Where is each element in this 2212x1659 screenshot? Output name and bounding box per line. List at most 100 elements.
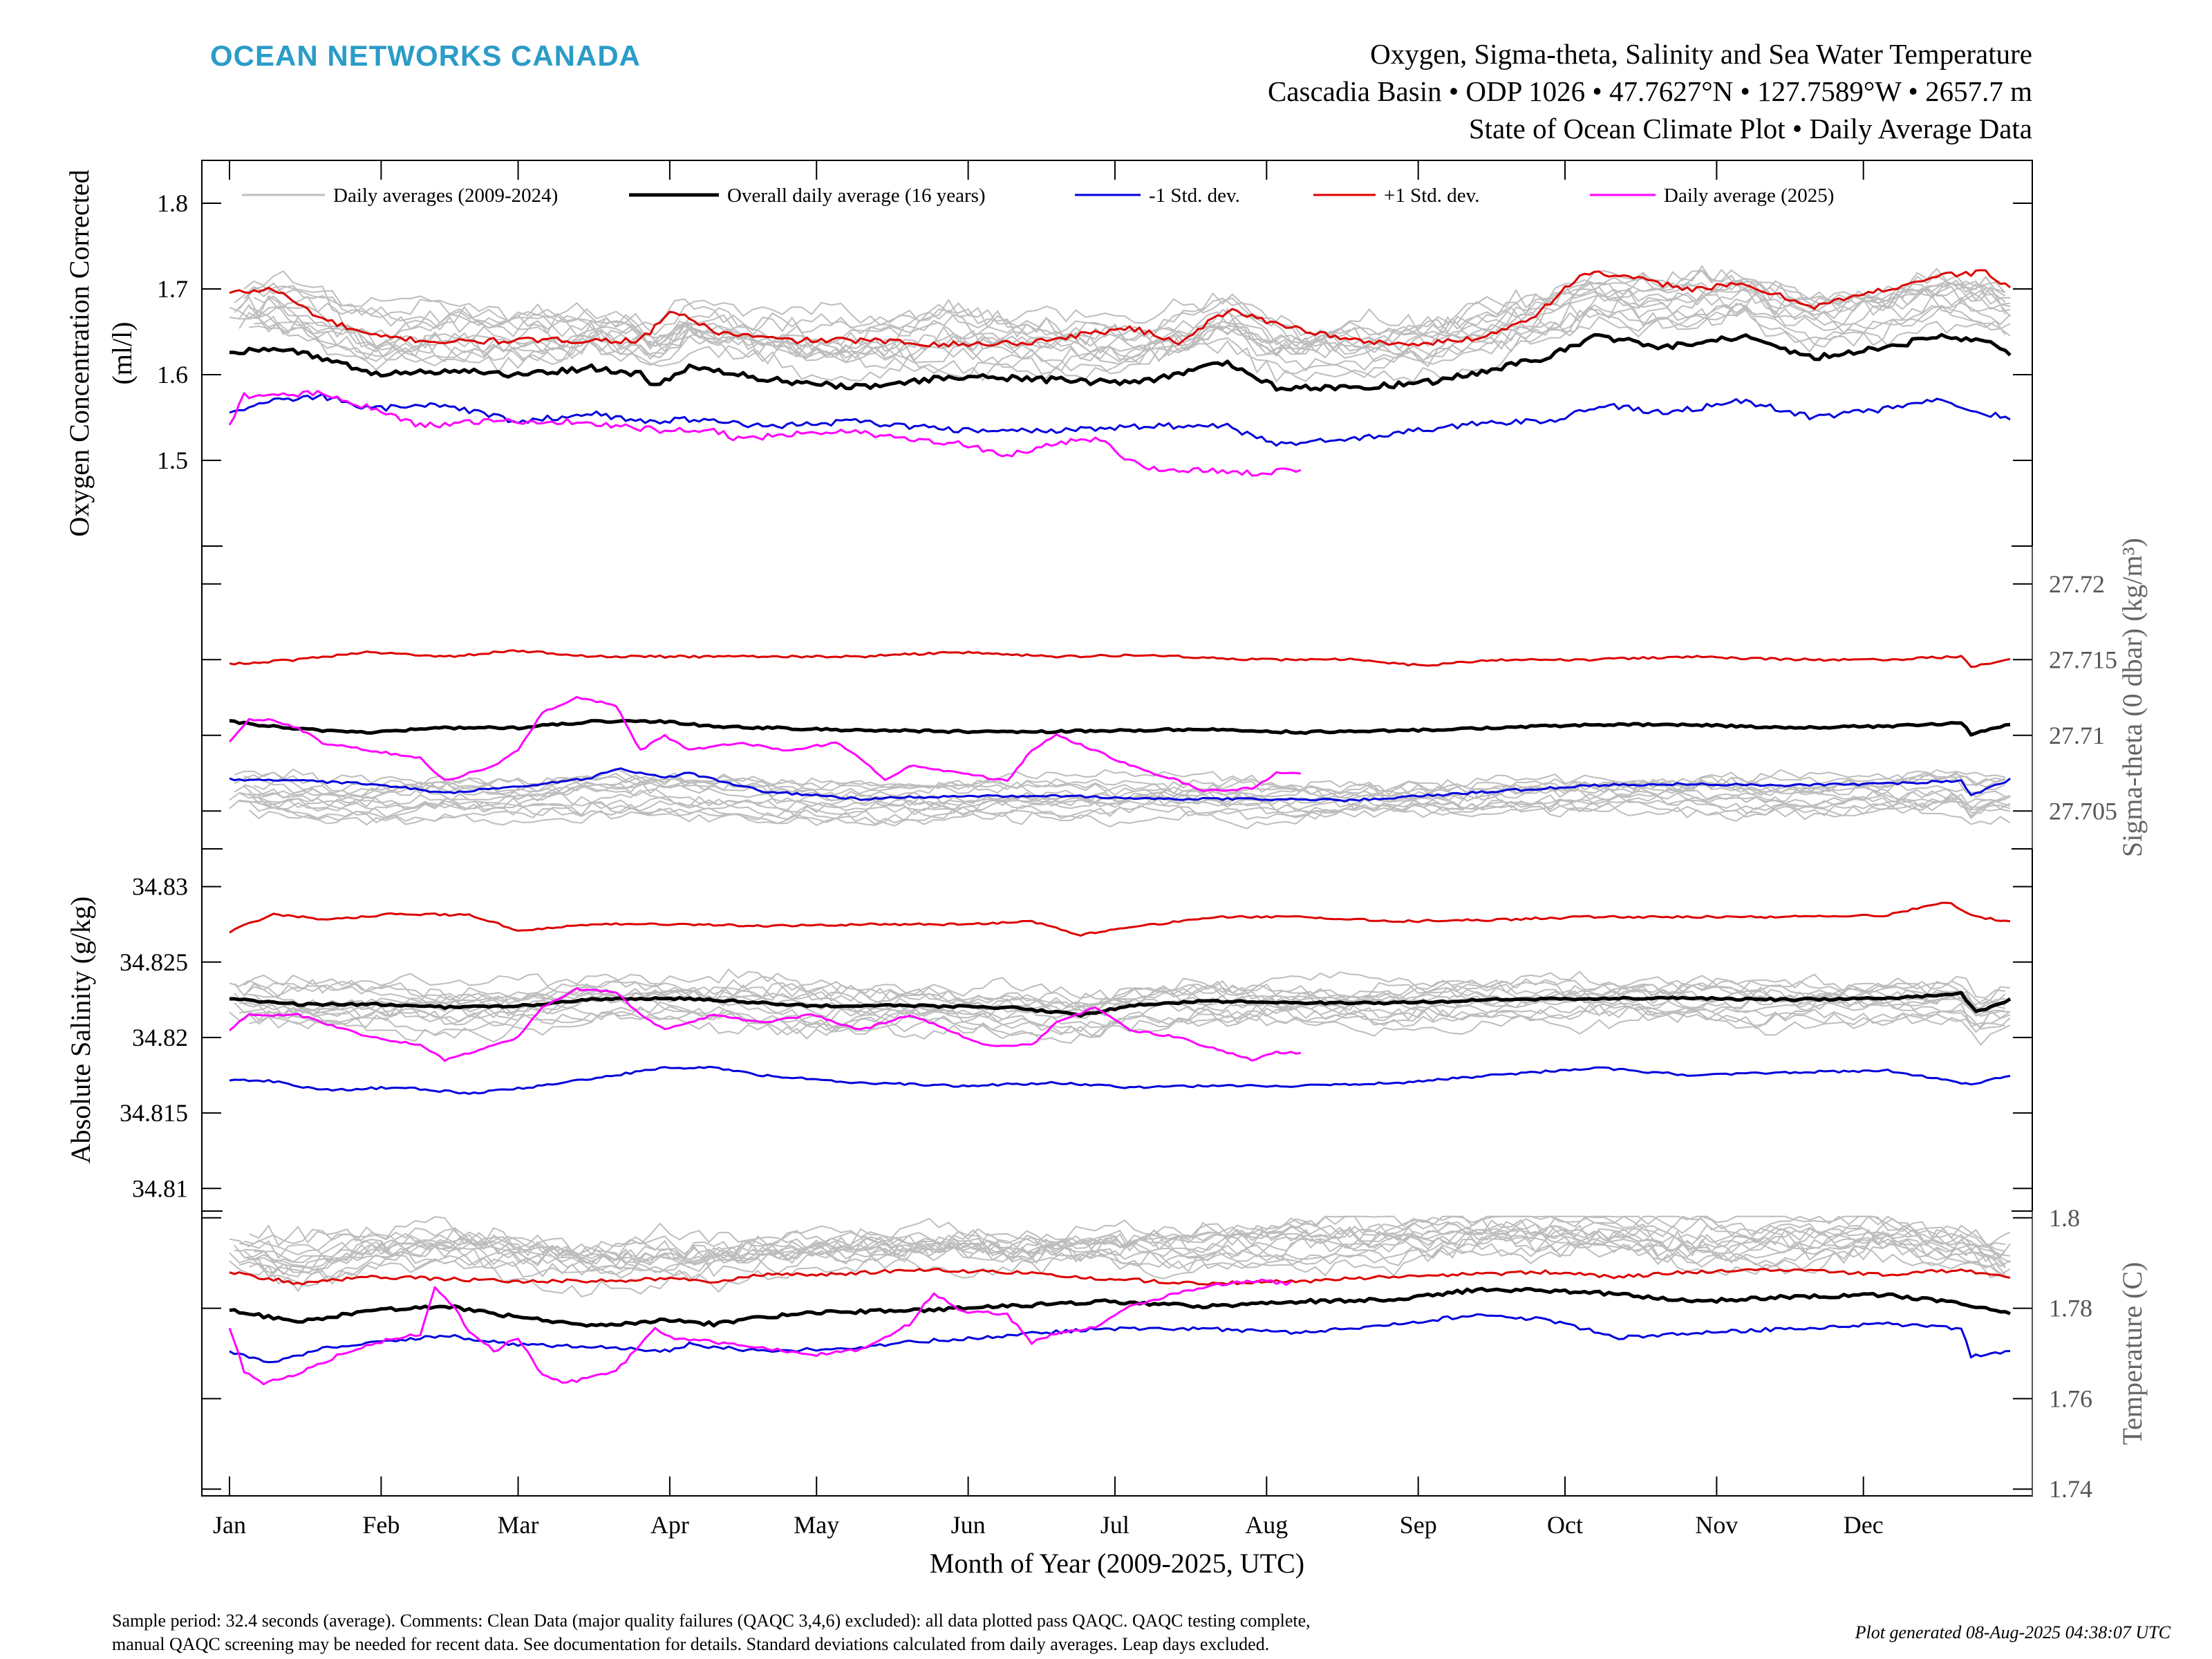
x-tick-label: Apr [650, 1511, 689, 1539]
y-tick-label-salinity: 34.81 [132, 1174, 188, 1202]
title-line-2: Cascadia Basin • ODP 1026 • 47.7627°N • … [1268, 75, 2032, 107]
panel-oxygen [228, 264, 2012, 477]
legend-item-minus-std: -1 Std. dev. [1075, 185, 1240, 207]
history-trace [234, 1215, 2006, 1271]
y-tick-label-oxygen: 1.5 [157, 447, 188, 474]
history-trace [254, 302, 2006, 382]
y-tick-label-oxygen: 1.7 [157, 275, 188, 303]
legend-label: Daily average (2025) [1664, 185, 1834, 207]
y-axis-temperature: 1.74 1.76 1.78 1.8 Temperature (C) [202, 1204, 2148, 1503]
legend-label: Overall daily average (16 years) [727, 185, 986, 207]
history-trace [254, 769, 2006, 803]
legend: Daily averages (2009-2024) Overall daily … [242, 185, 1834, 207]
y-axis-sigma: 27.705 27.71 27.715 27.72 Sigma-theta (0 dba… [202, 538, 2148, 857]
y-axis-salinity: 34.81 34.815 34.82 34.825 34.83 Absolute Sali… [65, 848, 2032, 1211]
legend-item-overall: Overall daily average (16 years) [629, 185, 986, 207]
history-trace [238, 285, 2011, 363]
series-minus-std-salinity [229, 1065, 2011, 1095]
x-tick-label: Jan [213, 1511, 246, 1539]
series-plus-std-salinity [229, 901, 2011, 937]
history-trace [229, 968, 2011, 1007]
history-trace [229, 1223, 2011, 1298]
series-overall-sigma [229, 719, 2011, 737]
y-tick-label-temperature: 1.8 [2049, 1204, 2080, 1232]
y-tick-label-oxygen: 1.6 [157, 361, 188, 388]
series-current-year-sigma [228, 695, 1301, 792]
y-tick-label-sigma: 27.715 [2049, 646, 2117, 673]
series-current-year-temperature [228, 1278, 1292, 1386]
title-line-3: State of Ocean Climate Plot • Daily Aver… [1469, 113, 2032, 144]
history-trace [229, 277, 2011, 364]
history-trace [234, 1217, 2006, 1285]
plot-generated-timestamp: Plot generated 08-Aug-2025 04:38:07 UTC [1855, 1622, 2171, 1642]
history-trace [243, 971, 2006, 1013]
x-tick-label: Sep [1400, 1511, 1437, 1539]
y-tick-label-temperature: 1.76 [2049, 1385, 2092, 1412]
footer: Sample period: 32.4 seconds (average). C… [112, 1611, 2171, 1654]
history-trace [243, 781, 2006, 809]
history-trace [239, 795, 2011, 830]
x-tick-label: Jul [1100, 1511, 1130, 1539]
y-tick-label-sigma: 27.72 [2049, 570, 2105, 598]
y-axis-title-oxygen: Oxygen Concentration Corrected [64, 170, 95, 537]
series-minus-std-temperature [229, 1313, 2011, 1364]
y-tick-label-salinity: 34.825 [120, 948, 188, 976]
y-tick-label-temperature: 1.74 [2049, 1475, 2092, 1503]
history-trace [229, 281, 2011, 367]
legend-label: +1 Std. dev. [1384, 185, 1480, 207]
x-tick-label: Feb [362, 1511, 400, 1539]
history-trace [239, 1215, 2011, 1264]
history-trace [234, 769, 2006, 803]
series-current-year-salinity [229, 987, 1301, 1062]
legend-item-history: Daily averages (2009-2024) [242, 185, 558, 207]
series-plus-std-oxygen [229, 269, 2011, 348]
history-trace [234, 973, 2006, 1014]
panel-sigma [228, 649, 2011, 830]
series-overall-temperature [229, 1286, 2011, 1328]
history-trace [243, 264, 2006, 355]
x-tick-label: Dec [1844, 1511, 1884, 1539]
y-axis-title-sigma: Sigma-theta (0 dbar) (kg/m³) [2117, 538, 2148, 857]
history-trace [248, 1215, 2011, 1272]
footer-note-line-1: Sample period: 32.4 seconds (average). C… [112, 1611, 1311, 1631]
plot-area [228, 264, 2012, 1386]
brand-logo: OCEAN NETWORKS CANADA [210, 39, 641, 72]
x-tick-label: May [794, 1511, 839, 1539]
history-trace [229, 795, 2011, 827]
panel-temperature [228, 1215, 2011, 1386]
x-tick-label: Nov [1695, 1511, 1738, 1539]
series-minus-std-oxygen [229, 393, 2011, 447]
series-plus-std-sigma [229, 649, 2011, 668]
x-tick-label: Oct [1547, 1511, 1583, 1539]
series-overall-oxygen [229, 332, 2012, 392]
y-tick-label-temperature: 1.78 [2049, 1295, 2092, 1322]
history-trace [248, 794, 2011, 825]
series-plus-std-temperature [229, 1268, 2011, 1286]
y-axis-title-salinity: Absolute Salinity (g/kg) [65, 897, 96, 1164]
legend-label: Daily averages (2009-2024) [333, 185, 558, 207]
series-minus-std-sigma [229, 767, 2011, 803]
y-tick-label-salinity: 34.83 [132, 873, 188, 901]
y-tick-label-sigma: 27.705 [2049, 797, 2117, 825]
history-trace [243, 268, 2006, 346]
title-line-1: Oxygen, Sigma-theta, Salinity and Sea Wa… [1370, 38, 2032, 70]
y-axis-title-oxygen: (ml/l) [106, 321, 138, 384]
x-tick-label: Mar [498, 1511, 539, 1539]
x-tick-label: Jun [951, 1511, 986, 1539]
history-trace [243, 1215, 2006, 1275]
panel-salinity [229, 901, 2012, 1095]
y-axis-oxygen: 1.5 1.6 1.7 1.8 Oxygen Concentration Correct… [64, 160, 2032, 546]
legend-label: -1 Std. dev. [1149, 185, 1240, 207]
series-current-year-oxygen [228, 390, 1302, 477]
x-tick-label: Aug [1245, 1511, 1288, 1539]
series-overall-salinity [229, 991, 2012, 1018]
y-tick-label-sigma: 27.71 [2049, 722, 2105, 749]
y-tick-label-salinity: 34.815 [120, 1099, 188, 1127]
chart-title: Oxygen, Sigma-theta, Salinity and Sea Wa… [1268, 38, 2032, 144]
x-axis: Month of Year (2009-2025, UTC) Jan Feb Mar… [213, 160, 1884, 1579]
legend-item-current-year: Daily average (2025) [1590, 185, 1834, 207]
y-tick-label-salinity: 34.82 [132, 1024, 188, 1051]
history-trace [249, 305, 2011, 382]
history-trace [249, 282, 2011, 365]
